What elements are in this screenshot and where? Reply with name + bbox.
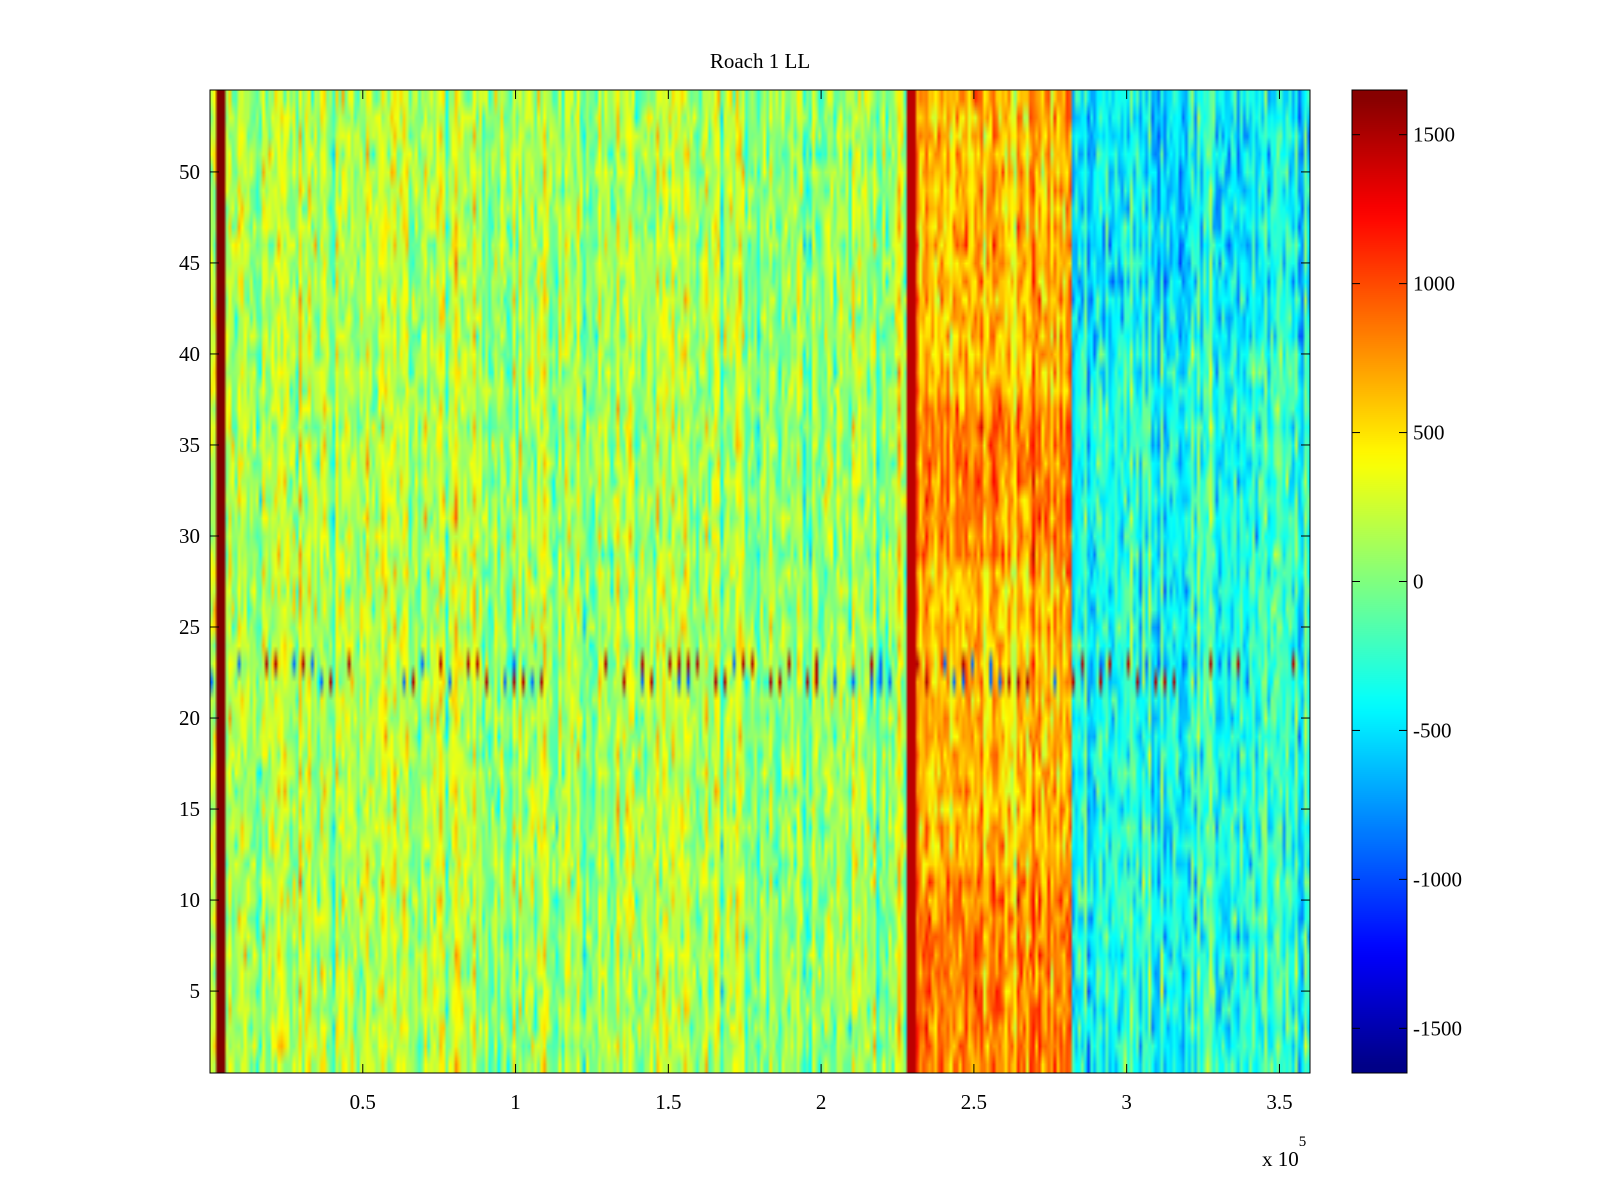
x-tick-label: 3.5 <box>1266 1090 1292 1114</box>
x-tick-label: 1.5 <box>655 1090 681 1114</box>
colorbar-ticks: 1500 1000 500 0 -500 -1000 -1500 <box>1352 123 1462 1040</box>
x-exponent-power: 5 <box>1299 1134 1307 1150</box>
chart-title: Roach 1 LL <box>710 49 810 73</box>
x-tick-label: 1 <box>510 1090 521 1114</box>
heatmap-plot <box>209 89 1311 1074</box>
y-tick-label: 35 <box>179 433 200 457</box>
y-tick-label: 40 <box>179 342 200 366</box>
x-tick-label: 2 <box>816 1090 827 1114</box>
colorbar-image <box>1352 90 1407 1073</box>
colorbar-tick-label: 500 <box>1413 421 1445 445</box>
x-tick-label: 2.5 <box>961 1090 987 1114</box>
colorbar-tick-label: -500 <box>1413 718 1452 742</box>
y-axis: 5 10 15 20 25 30 35 40 45 50 <box>179 160 1310 1003</box>
colorbar-tick-label: 1000 <box>1413 272 1455 296</box>
x-axis: 0.5 1 1.5 2 2.5 3 3.5 <box>350 90 1293 1114</box>
colorbar: 1500 1000 500 0 -500 -1000 -1500 <box>1351 89 1462 1074</box>
heatmap-image <box>210 90 1310 1073</box>
y-tick-label: 5 <box>190 979 201 1003</box>
y-tick-label: 30 <box>179 524 200 548</box>
y-tick-label: 45 <box>179 251 200 275</box>
y-tick-label: 50 <box>179 160 200 184</box>
colorbar-tick-label: -1500 <box>1413 1016 1462 1040</box>
x-tick-label: 3 <box>1121 1090 1132 1114</box>
colorbar-tick-label: 1500 <box>1413 123 1455 147</box>
y-tick-label: 15 <box>179 797 200 821</box>
colorbar-tick-label: -1000 <box>1413 867 1462 891</box>
y-tick-label: 20 <box>179 706 200 730</box>
plot-frame <box>209 89 1311 1074</box>
y-tick-label: 10 <box>179 888 200 912</box>
y-tick-label: 25 <box>179 615 200 639</box>
x-tick-label: 0.5 <box>350 1090 376 1114</box>
colorbar-tick-label: 0 <box>1413 570 1424 594</box>
x-exponent-label: x 105 <box>1262 1134 1306 1171</box>
x-exponent-base: x 10 <box>1262 1147 1299 1171</box>
